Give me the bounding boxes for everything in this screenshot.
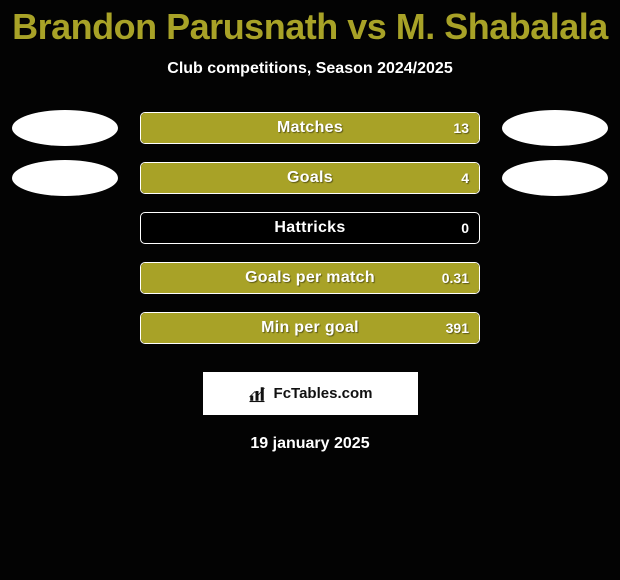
player-badge-right	[502, 110, 608, 146]
stat-value: 4	[461, 163, 469, 193]
stat-label: Goals per match	[141, 263, 479, 293]
stat-value: 0	[461, 213, 469, 243]
subtitle: Club competitions, Season 2024/2025	[0, 60, 620, 78]
stat-bar: Min per goal391	[140, 312, 480, 344]
player-badge-left	[12, 160, 118, 196]
player-badge-right	[502, 160, 608, 196]
stat-row: Goals4	[0, 160, 620, 196]
bar-chart-icon	[248, 385, 266, 403]
logo-text: FcTables.com	[274, 385, 373, 402]
stat-bar: Matches13	[140, 112, 480, 144]
stat-row: Goals per match0.31	[0, 260, 620, 296]
stat-label: Min per goal	[141, 313, 479, 343]
snapshot-date: 19 january 2025	[0, 435, 620, 453]
page-title: Brandon Parusnath vs M. Shabalala	[0, 0, 620, 48]
stat-value: 0.31	[442, 263, 469, 293]
stat-row: Matches13	[0, 110, 620, 146]
stat-bar: Hattricks0	[140, 212, 480, 244]
stat-value: 13	[453, 113, 469, 143]
stat-label: Matches	[141, 113, 479, 143]
source-logo: FcTables.com	[203, 372, 418, 415]
stat-label: Goals	[141, 163, 479, 193]
stat-row: Hattricks0	[0, 210, 620, 246]
stat-row: Min per goal391	[0, 310, 620, 346]
stat-bar: Goals4	[140, 162, 480, 194]
stat-value: 391	[446, 313, 469, 343]
player-badge-left	[12, 110, 118, 146]
stat-bar: Goals per match0.31	[140, 262, 480, 294]
stats-container: Matches13 Goals4 Hattricks0 Goals per match…	[0, 110, 620, 346]
stat-label: Hattricks	[141, 213, 479, 243]
